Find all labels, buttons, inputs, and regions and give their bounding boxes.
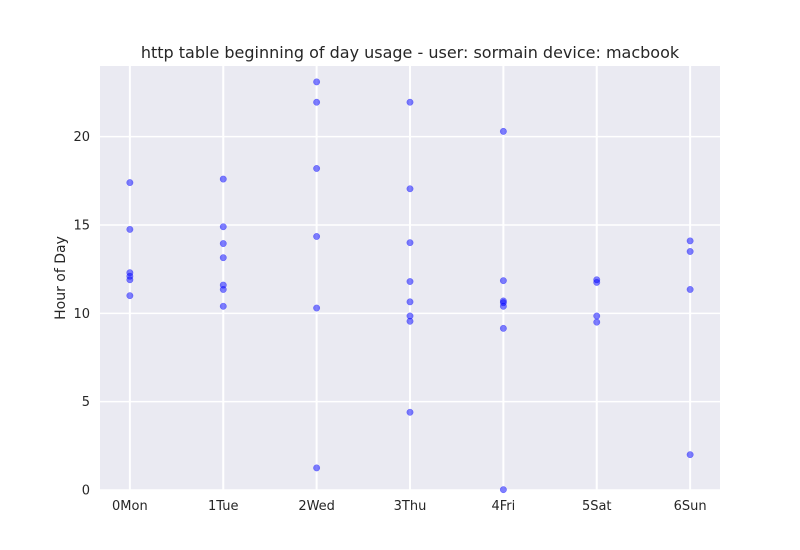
- y-axis-label: Hour of Day: [53, 236, 69, 320]
- y-tick-label: 15: [73, 219, 90, 234]
- y-tick-label: 0: [82, 484, 90, 499]
- data-point: [406, 278, 414, 285]
- data-point: [219, 286, 227, 293]
- data-point: [499, 127, 507, 135]
- data-point: [313, 304, 321, 312]
- data-points: [126, 78, 694, 494]
- data-point: [219, 175, 227, 183]
- data-point: [126, 292, 134, 300]
- data-point: [686, 237, 694, 245]
- data-point: [219, 240, 227, 248]
- x-tick-label: 1Tue: [208, 499, 238, 514]
- data-point: [686, 451, 694, 459]
- x-tick-label: 3Thu: [394, 499, 427, 514]
- y-tick-labels: 0 5 10 15 20: [73, 130, 90, 498]
- data-point: [313, 165, 321, 172]
- data-point: [406, 239, 414, 247]
- y-tick-label: 10: [73, 307, 90, 322]
- data-point: [313, 78, 321, 86]
- x-tick-label: 6Sun: [674, 499, 707, 514]
- x-tick-label: 5Sat: [582, 499, 612, 514]
- x-tick-label: 2Wed: [298, 499, 335, 514]
- x-tick-labels: 0Mon 1Tue 2Wed 3Thu 4Fri 5Sat 6Sun: [112, 499, 707, 514]
- data-point: [499, 302, 507, 310]
- data-point: [313, 233, 321, 240]
- data-point: [406, 98, 414, 106]
- x-tick-label: 0Mon: [112, 499, 148, 514]
- data-point: [593, 278, 601, 286]
- data-point: [406, 298, 414, 306]
- y-tick-label: 5: [82, 395, 90, 410]
- data-point: [406, 408, 414, 416]
- data-point: [219, 302, 227, 310]
- data-point: [126, 225, 134, 233]
- x-tick-label: 4Fri: [491, 499, 515, 514]
- data-point: [593, 312, 601, 320]
- data-point: [499, 324, 507, 332]
- data-point: [313, 464, 321, 472]
- data-point: [219, 254, 227, 262]
- data-point: [406, 185, 414, 193]
- data-point: [686, 286, 694, 293]
- data-point: [126, 179, 134, 187]
- data-point: [686, 248, 694, 255]
- data-point: [406, 317, 414, 325]
- data-point: [499, 277, 507, 285]
- data-point: [313, 98, 321, 106]
- y-tick-label: 20: [73, 130, 90, 145]
- data-point: [499, 486, 507, 494]
- data-point: [219, 223, 227, 231]
- data-point: [593, 318, 601, 326]
- data-point: [126, 276, 134, 284]
- chart-title: http table beginning of day usage - user…: [141, 43, 680, 62]
